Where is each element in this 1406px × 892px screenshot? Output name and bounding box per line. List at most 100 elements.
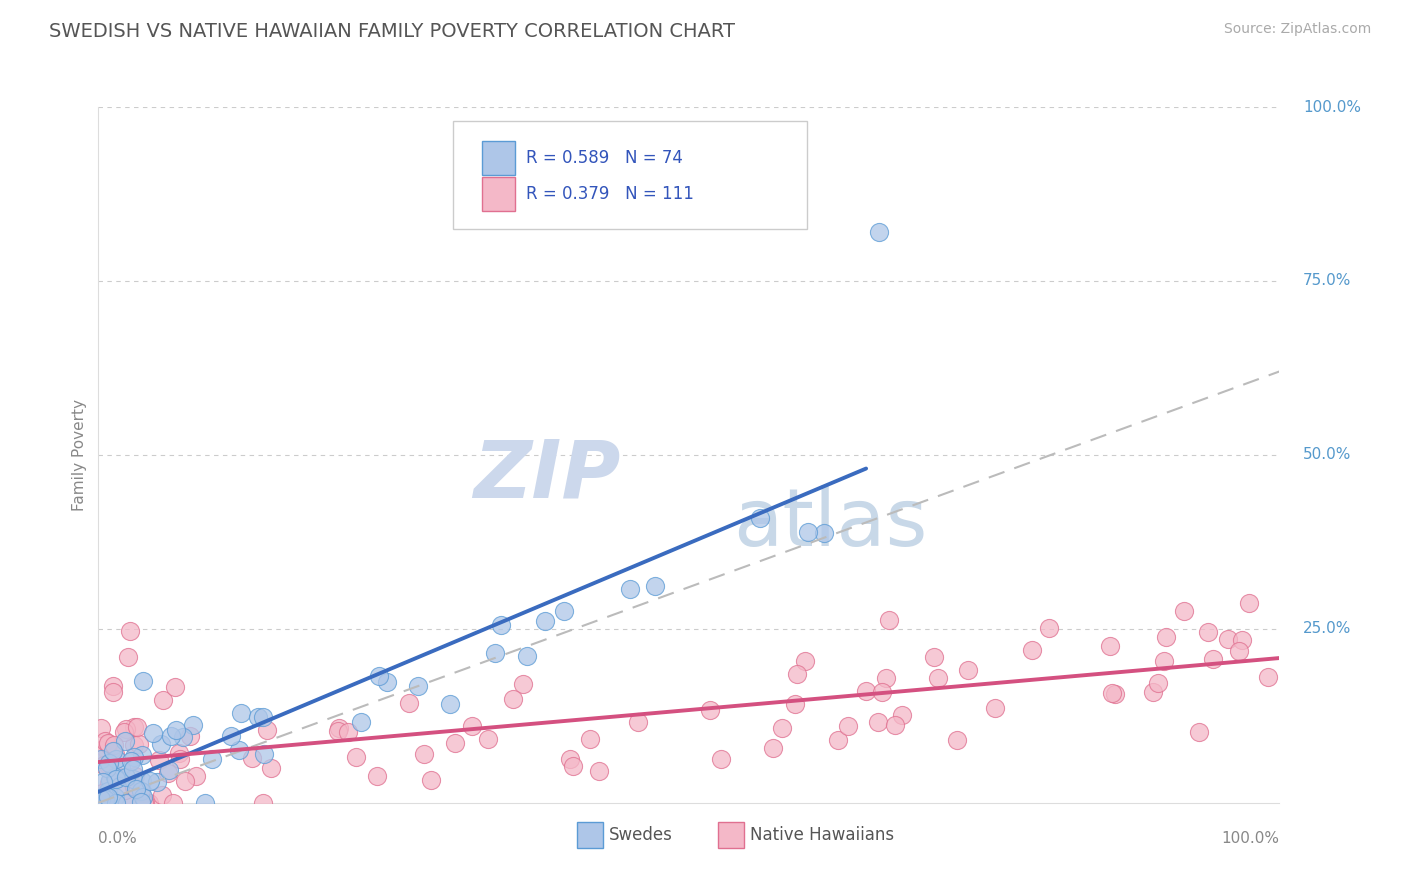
Point: [97, 784, 120, 798]
Point: [138, 773, 160, 788]
Point: [90, 796, 112, 810]
Point: [336, 725, 359, 739]
Point: [122, 738, 145, 752]
Point: [927, 671, 949, 685]
Point: [128, 737, 150, 751]
Point: [710, 752, 733, 766]
Point: [477, 731, 499, 746]
Point: [868, 225, 890, 239]
Point: [129, 784, 152, 798]
Point: [1230, 632, 1253, 647]
Point: [246, 710, 269, 724]
Point: [167, 746, 190, 760]
Point: [90, 786, 112, 800]
Point: [150, 788, 173, 802]
Point: [117, 649, 139, 664]
Point: [194, 796, 217, 810]
Point: [588, 764, 610, 778]
Point: [1227, 644, 1250, 658]
Text: R = 0.379   N = 111: R = 0.379 N = 111: [526, 185, 693, 203]
Point: [114, 733, 136, 747]
Text: R = 0.589   N = 74: R = 0.589 N = 74: [526, 149, 683, 167]
Point: [229, 706, 252, 721]
Point: [619, 582, 641, 596]
Point: [134, 796, 156, 810]
Point: [406, 679, 429, 693]
Point: [420, 772, 443, 787]
Point: [326, 724, 349, 739]
Text: 100.0%: 100.0%: [1222, 830, 1279, 846]
Point: [104, 770, 127, 784]
Text: SWEDISH VS NATIVE HAWAIIAN FAMILY POVERTY CORRELATION CHART: SWEDISH VS NATIVE HAWAIIAN FAMILY POVERT…: [49, 22, 735, 41]
Point: [90, 790, 112, 805]
Point: [122, 763, 145, 777]
Point: [172, 730, 194, 744]
Text: 100.0%: 100.0%: [1303, 100, 1361, 114]
Point: [252, 709, 274, 723]
Point: [439, 697, 461, 711]
Point: [201, 752, 224, 766]
Point: [186, 769, 208, 783]
Point: [90, 721, 112, 735]
Point: [412, 747, 434, 762]
Point: [114, 770, 136, 784]
Point: [260, 761, 283, 775]
Point: [770, 721, 793, 735]
Point: [90, 751, 112, 765]
Bar: [718, 822, 744, 848]
Text: atlas: atlas: [734, 485, 928, 564]
Point: [131, 795, 153, 809]
Point: [627, 715, 650, 730]
Point: [93, 757, 115, 772]
Point: [94, 734, 117, 748]
Point: [93, 791, 115, 805]
Point: [101, 741, 124, 756]
Point: [96, 738, 118, 752]
Point: [1188, 725, 1211, 739]
Point: [877, 613, 900, 627]
Point: [1237, 596, 1260, 610]
Point: [866, 715, 889, 730]
Point: [114, 722, 136, 736]
Point: [375, 675, 398, 690]
Point: [96, 796, 118, 810]
Point: [160, 729, 183, 743]
Point: [131, 773, 153, 788]
Point: [156, 766, 179, 780]
Point: [344, 750, 367, 764]
Point: [516, 648, 538, 663]
Point: [125, 719, 148, 733]
Point: [121, 772, 143, 786]
Point: [1021, 643, 1043, 657]
Point: [173, 773, 195, 788]
Point: [97, 756, 120, 771]
Point: [398, 696, 420, 710]
Text: 50.0%: 50.0%: [1303, 448, 1351, 462]
Point: [444, 736, 467, 750]
Point: [152, 693, 174, 707]
Point: [108, 779, 131, 793]
Point: [112, 725, 135, 739]
Point: [131, 790, 153, 805]
Point: [786, 666, 808, 681]
Point: [256, 723, 278, 738]
Point: [644, 579, 666, 593]
Point: [94, 796, 117, 810]
Point: [91, 774, 114, 789]
Point: [366, 769, 388, 783]
Point: [1257, 670, 1279, 684]
Point: [1038, 621, 1060, 635]
Text: Native Hawaiians: Native Hawaiians: [751, 826, 894, 844]
Point: [1147, 676, 1170, 690]
FancyBboxPatch shape: [453, 121, 807, 229]
Point: [90, 743, 112, 757]
Point: [90, 796, 112, 810]
Point: [1154, 630, 1177, 644]
Point: [1099, 639, 1122, 653]
Point: [101, 744, 124, 758]
Point: [890, 708, 912, 723]
Point: [101, 685, 124, 699]
Point: [748, 510, 770, 524]
Bar: [482, 141, 516, 175]
Point: [813, 525, 835, 540]
